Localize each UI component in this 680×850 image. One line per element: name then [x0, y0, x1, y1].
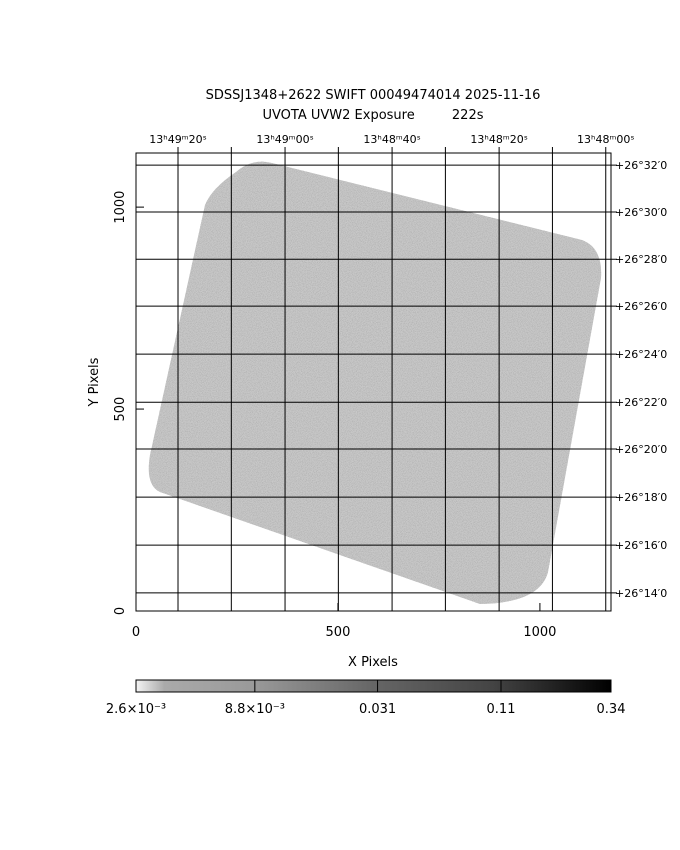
y-tick-label: 1000 — [113, 191, 128, 224]
dec-tick-label: +26°26′0 — [615, 300, 667, 313]
colorbar — [135, 679, 612, 693]
y-tick-label: 500 — [113, 397, 128, 422]
y-tick-label: 0 — [113, 607, 128, 615]
ra-tick-label: 13ʰ49ᵐ20ˢ — [149, 133, 206, 146]
plot-frame — [135, 152, 612, 612]
dec-tick-label: +26°28′0 — [615, 253, 667, 266]
colorbar-tick-label: 0.031 — [359, 702, 396, 717]
x-tick-label: 500 — [326, 625, 351, 640]
x-tick-label: 0 — [132, 625, 140, 640]
y-axis-label: Y Pixels — [87, 357, 102, 407]
x-axis-label: X Pixels — [348, 655, 398, 670]
dec-tick-label: +26°20′0 — [615, 443, 667, 456]
dec-tick-label: +26°22′0 — [615, 396, 667, 409]
chart-title: SDSSJ1348+2622 SWIFT 00049474014 2025-11… — [206, 88, 541, 103]
dec-tick-label: +26°18′0 — [615, 491, 667, 504]
colorbar-tick-label: 0.11 — [487, 702, 516, 717]
dec-tick-label: +26°32′0 — [615, 159, 667, 172]
ra-tick-label: 13ʰ48ᵐ20ˢ — [470, 133, 527, 146]
chart-subtitle: UVOTA UVW2 Exposure 222s — [263, 108, 484, 123]
dec-tick-label: +26°14′0 — [615, 587, 667, 600]
dec-tick-label: +26°16′0 — [615, 539, 667, 552]
colorbar-tick-label: 2.6×10⁻³ — [106, 702, 166, 717]
ra-tick-label: 13ʰ48ᵐ40ˢ — [363, 133, 420, 146]
colorbar-tick-label: 8.8×10⁻³ — [225, 702, 285, 717]
colorbar-tick-label: 0.34 — [597, 702, 626, 717]
dec-tick-label: +26°30′0 — [615, 206, 667, 219]
x-tick-label: 1000 — [523, 625, 556, 640]
image-noise — [148, 161, 602, 604]
ra-tick-label: 13ʰ48ᵐ00ˢ — [577, 133, 634, 146]
ra-tick-label: 13ʰ49ᵐ00ˢ — [256, 133, 313, 146]
dec-tick-label: +26°24′0 — [615, 348, 667, 361]
